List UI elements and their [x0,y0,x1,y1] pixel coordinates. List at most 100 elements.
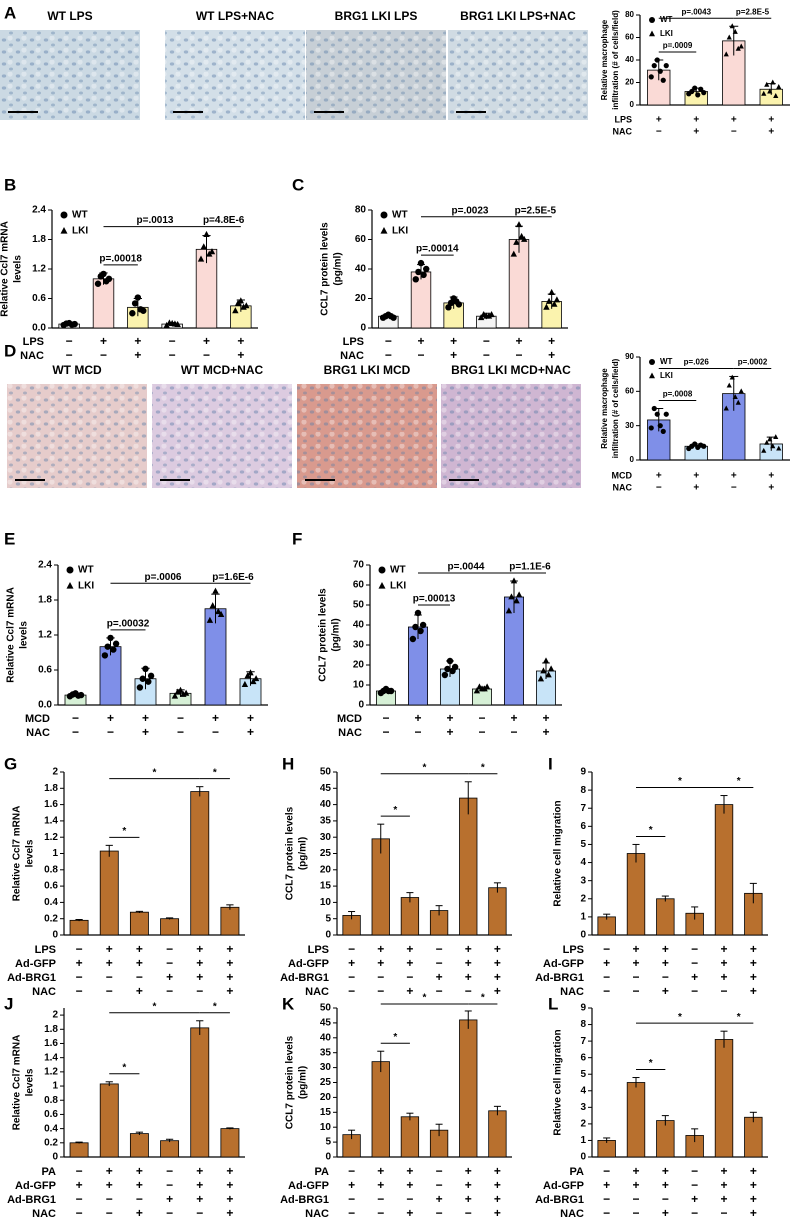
data-point [776,445,782,451]
condition-sign: + [247,711,254,725]
data-point [237,297,245,304]
significance-label: * [737,1012,741,1023]
micrograph-texture [448,30,588,120]
condition-sign: − [377,970,384,984]
condition-sign: − [196,1206,203,1220]
y-tick-label: 0.6 [44,1109,58,1120]
condition-sign: + [510,711,517,725]
bar [69,1142,89,1158]
condition-sign: + [196,956,203,970]
data-point [548,288,555,295]
y-tick-label: 25 [320,1077,332,1088]
data-point [131,300,139,307]
condition-sign: + [226,1178,233,1192]
y-tick-label: 20 [625,78,634,87]
condition-sign: − [632,984,639,998]
condition-sign: − [106,1206,113,1220]
condition-sign: + [106,1178,113,1192]
condition-sign: + [406,1206,413,1220]
y-tick-label: 0.4 [44,897,58,908]
y-tick-label: 0 [358,700,364,711]
condition-sign: − [691,956,698,970]
y-tick-label: 0 [630,455,635,464]
condition-sign: + [494,1206,501,1220]
condition-sign: − [603,984,610,998]
data-point [692,441,698,447]
condition-sign: − [656,483,662,494]
y-tick-label: 1 [52,848,58,859]
y-axis-label: (pg/ml) [298,1066,309,1099]
y-tick-label: 0.6 [32,293,46,304]
condition-sign: − [382,725,389,739]
condition-label: Ad-GFP [543,958,584,970]
data-point [726,382,732,388]
condition-sign: + [226,942,233,956]
data-point [174,688,181,695]
data-point [651,405,657,412]
condition-sign: − [72,711,79,725]
significance-label: * [213,1001,217,1012]
significance-label: * [423,993,427,1004]
data-point [510,577,518,584]
y-tick-label: 10 [320,1122,332,1133]
y-tick-label: 0 [325,930,331,941]
significance-label: * [153,1001,157,1012]
condition-sign: + [134,348,141,362]
micrograph-texture [165,30,305,120]
significance-label: p=.0009 [663,41,693,50]
image-label: BRG1 LKI LPS+NAC [460,9,576,23]
data-point [417,627,424,635]
condition-sign: − [166,942,173,956]
data-point [140,307,147,314]
panel-letter: L [548,994,558,1013]
y-axis-label: CCL7 protein levels [285,1035,296,1129]
y-axis-label: Relative Ccl7 mRNA [12,1035,23,1131]
image-label: BRG1 LKI LPS [335,9,418,23]
y-tick-label: 35 [320,1047,332,1058]
y-tick-label: 15 [320,1107,332,1118]
y-tick-label: 1.8 [32,234,46,245]
data-point [735,399,741,405]
data-point [77,691,85,699]
y-tick-label: 10 [320,897,332,908]
y-tick-label: 2 [52,767,58,778]
legend-marker [60,211,68,219]
y-axis-label: infiltration (# of cells/field) [611,358,620,458]
significance-label: p=.0043 [681,7,711,16]
condition-sign: − [136,970,143,984]
significance-label: p=.0044 [448,562,485,573]
data-point [134,294,142,301]
condition-sign: + [750,970,757,984]
condition-label: NAC [32,986,56,998]
data-point [701,443,707,449]
data-point [657,68,663,74]
condition-sign: + [632,1164,639,1178]
data-point [217,610,225,617]
y-tick-label: 1 [580,1135,586,1146]
condition-sign: + [406,956,413,970]
y-tick-label: 35 [320,816,332,827]
condition-sign: − [66,334,73,348]
y-tick-label: 45 [320,1018,332,1029]
data-point [206,616,214,623]
bar [488,1110,507,1158]
condition-sign: + [494,1192,501,1206]
y-tick-label: 60 [353,580,365,591]
condition-sign: − [66,348,73,362]
significance-label: p=.0002 [738,358,768,367]
condition-sign: − [169,348,176,362]
y-tick-label: 2.4 [38,560,52,571]
data-point [110,646,117,653]
data-point [200,243,207,250]
condition-sign: − [106,984,113,998]
y-tick-label: 0 [580,1152,586,1163]
condition-sign: − [465,1206,472,1220]
y-tick-label: 30 [320,832,332,843]
condition-sign: − [377,1206,384,1220]
significance-label: p=1.6E-6 [212,572,254,583]
condition-label: Ad-BRG1 [280,1194,329,1206]
panel-letter: K [282,994,295,1013]
condition-sign: − [203,348,210,362]
y-tick-label: 1.8 [38,595,52,606]
condition-sign: − [465,984,472,998]
